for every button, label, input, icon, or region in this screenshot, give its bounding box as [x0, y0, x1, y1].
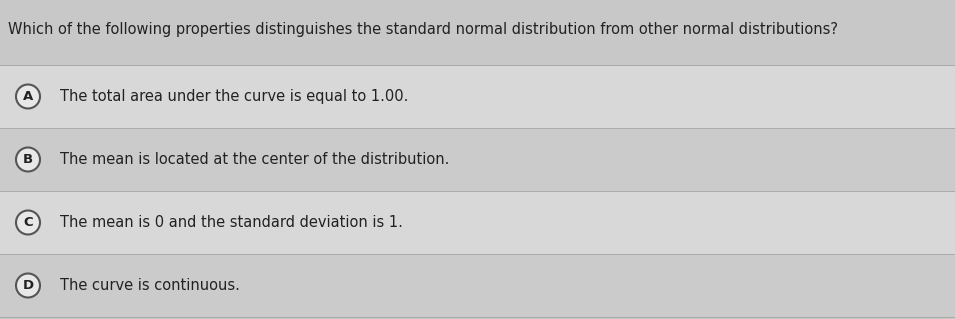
Text: D: D: [22, 279, 33, 292]
Bar: [0, 0, 955, 65]
Bar: [0, 65, 955, 128]
Text: The mean is 0 and the standard deviation is 1.: The mean is 0 and the standard deviation…: [60, 215, 403, 230]
Circle shape: [16, 85, 40, 108]
Text: C: C: [23, 216, 32, 229]
Circle shape: [16, 273, 40, 298]
Text: A: A: [23, 90, 33, 103]
Circle shape: [16, 211, 40, 234]
Text: The total area under the curve is equal to 1.00.: The total area under the curve is equal …: [60, 89, 409, 104]
Text: The mean is located at the center of the distribution.: The mean is located at the center of the…: [60, 152, 450, 167]
Text: B: B: [23, 153, 33, 166]
Bar: [0, 128, 955, 191]
Text: The curve is continuous.: The curve is continuous.: [60, 278, 240, 293]
Circle shape: [16, 147, 40, 172]
Bar: [0, 191, 955, 254]
Bar: [0, 254, 955, 317]
Text: Which of the following properties distinguishes the standard normal distribution: Which of the following properties distin…: [8, 22, 838, 37]
